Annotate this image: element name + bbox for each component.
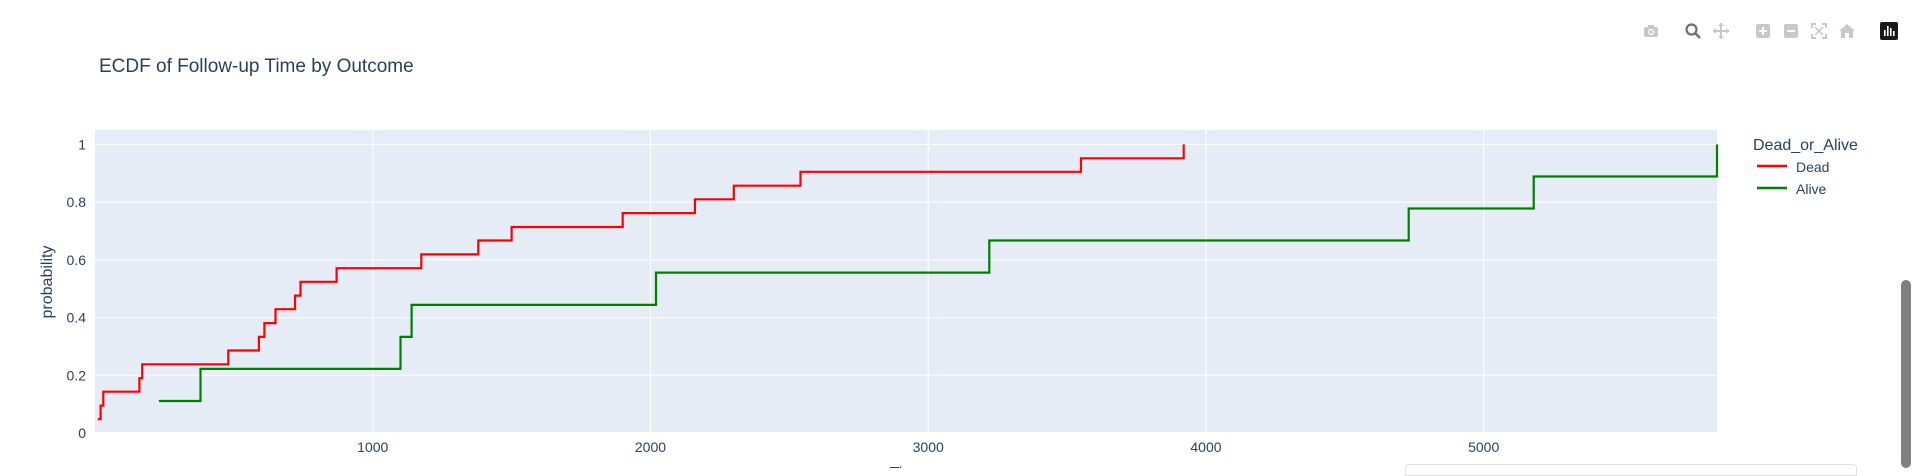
y-tick-label: 0 xyxy=(78,425,86,441)
y-tick-label: 0.4 xyxy=(67,310,87,326)
plotly-logo-icon[interactable] xyxy=(1878,20,1900,42)
grid-lines xyxy=(95,130,1717,434)
page-scrollbar[interactable] xyxy=(1899,0,1913,468)
x-axis-label: Ti xyxy=(890,465,903,468)
series-line-alive[interactable] xyxy=(158,144,1719,403)
legend: Dead_or_Alive Dead Alive xyxy=(1753,137,1858,197)
x-tick-label: 5000 xyxy=(1468,439,1499,455)
legend-item-dead[interactable]: Dead xyxy=(1757,159,1829,175)
pan-icon[interactable] xyxy=(1710,20,1732,42)
y-tick-label: 0.8 xyxy=(67,194,87,210)
plot-area[interactable] xyxy=(95,130,1717,433)
legend-label-alive: Alive xyxy=(1796,181,1827,197)
camera-icon[interactable] xyxy=(1640,20,1662,42)
modebar xyxy=(1640,20,1900,42)
legend-title: Dead_or_Alive xyxy=(1753,137,1858,154)
y-axis-label: probability xyxy=(39,246,56,319)
y-tick-label: 0.6 xyxy=(67,252,87,268)
scrollbar-thumb[interactable] xyxy=(1901,280,1911,468)
x-tick-label: 3000 xyxy=(913,439,944,455)
zoom-in-icon[interactable] xyxy=(1752,20,1774,42)
chart-title: ECDF of Follow-up Time by Outcome xyxy=(99,56,414,77)
bottom-panel-edge xyxy=(1405,464,1857,476)
y-tick-label: 1 xyxy=(78,136,86,152)
x-tick-label: 2000 xyxy=(635,439,666,455)
x-tick-label: 1000 xyxy=(357,439,388,455)
series-line-dead[interactable] xyxy=(97,144,1185,421)
series-lines xyxy=(97,144,1719,421)
y-tick-label: 0.2 xyxy=(67,367,87,383)
reset-axes-icon[interactable] xyxy=(1836,20,1858,42)
legend-label-dead: Dead xyxy=(1796,159,1829,175)
y-tick-labels: 0 0.2 0.4 0.6 0.8 1 xyxy=(67,136,87,441)
zoom-icon[interactable] xyxy=(1682,20,1704,42)
autoscale-icon[interactable] xyxy=(1808,20,1830,42)
zoom-out-icon[interactable] xyxy=(1780,20,1802,42)
legend-item-alive[interactable]: Alive xyxy=(1757,181,1827,197)
x-tick-label: 4000 xyxy=(1190,439,1221,455)
x-tick-labels: 1000 2000 3000 4000 5000 xyxy=(357,439,1499,455)
